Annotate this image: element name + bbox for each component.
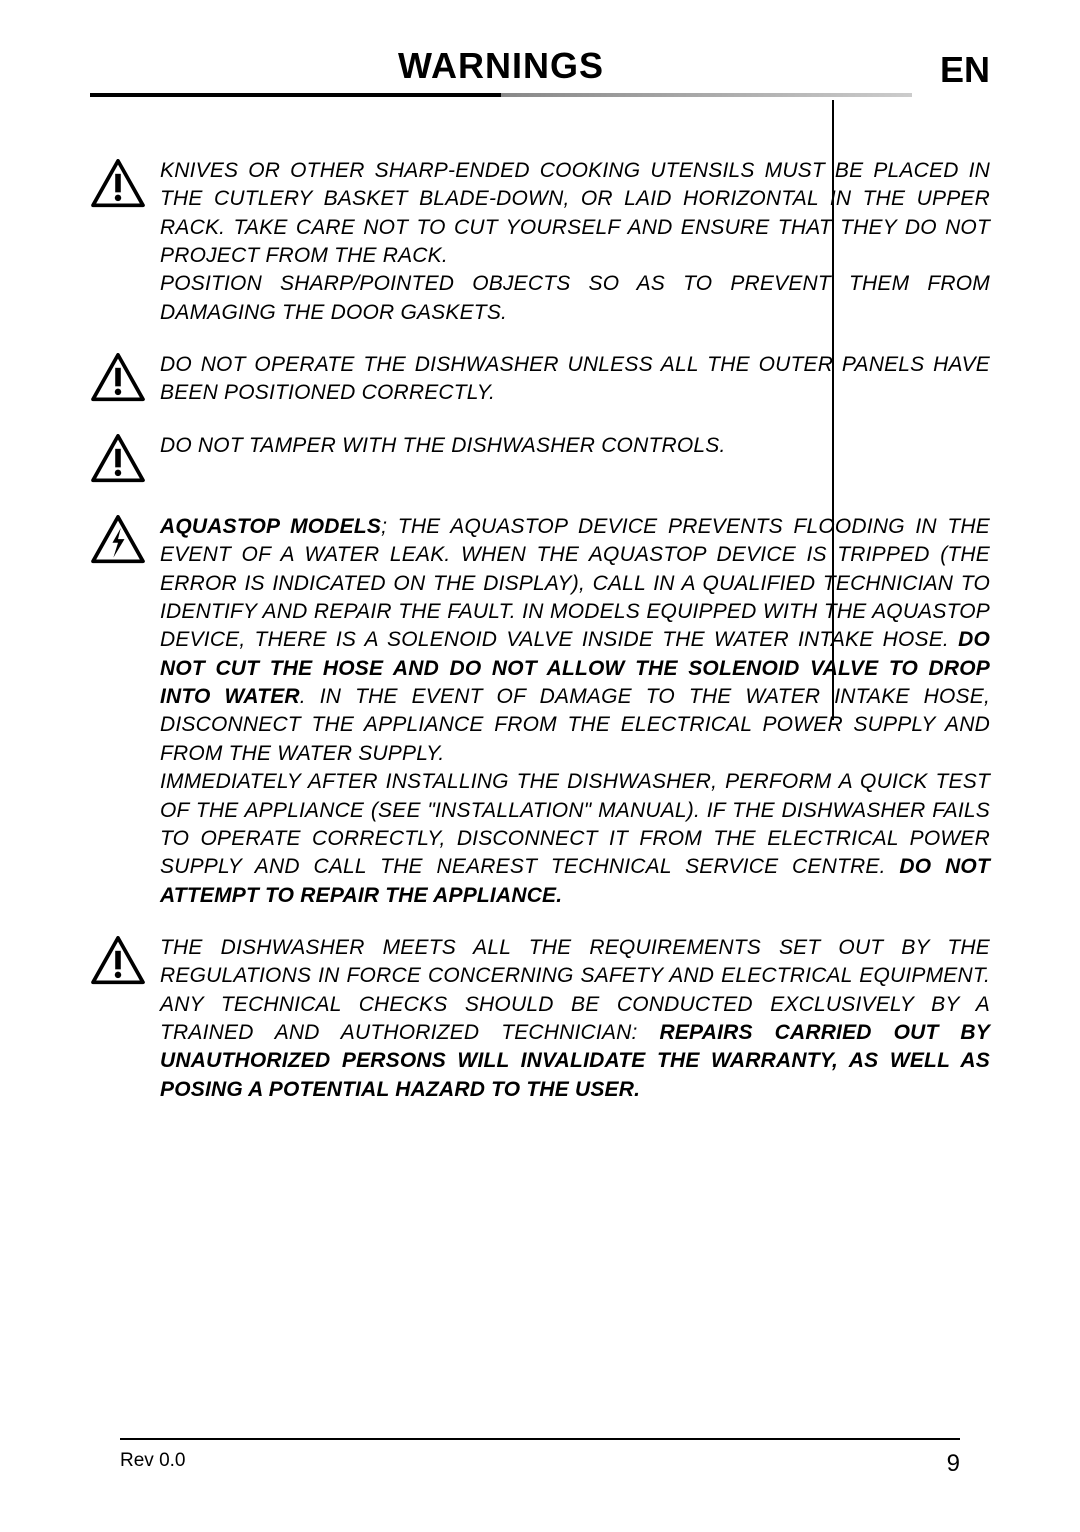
header-title: WARNINGS xyxy=(398,45,604,89)
warning-bolt-icon xyxy=(90,515,146,565)
header-lang: EN xyxy=(940,49,990,97)
warning-text-span: KNIVES OR OTHER SHARP-ENDED COOKING UTEN… xyxy=(160,159,990,267)
warning-text: THE DISHWASHER MEETS ALL THE REQUIREMENT… xyxy=(160,934,990,1104)
footer-row: Rev 0.0 9 xyxy=(120,1450,960,1478)
warning-text: DO NOT OPERATE THE DISHWASHER UNLESS ALL… xyxy=(160,351,990,408)
warning-exclaim-icon xyxy=(90,159,146,209)
warning-text-span: POSITION SHARP/POINTED OBJECTS SO AS TO … xyxy=(160,272,990,323)
warning-text-span: DO NOT OPERATE THE DISHWASHER UNLESS ALL… xyxy=(160,353,990,404)
page-footer: Rev 0.0 9 xyxy=(120,1438,960,1478)
warning-text-span: DO NOT TAMPER WITH THE DISHWASHER CONTRO… xyxy=(160,434,726,457)
warning-block: DO NOT OPERATE THE DISHWASHER UNLESS ALL… xyxy=(90,351,990,408)
warning-block: DO NOT TAMPER WITH THE DISHWASHER CONTRO… xyxy=(90,432,990,489)
warning-block: AQUASTOP MODELS; THE AQUASTOP DEVICE PRE… xyxy=(90,513,990,910)
warning-text-span: IMMEDIATELY AFTER INSTALLING THE DISHWAS… xyxy=(160,770,990,878)
warning-text-bold: AQUASTOP MODELS xyxy=(160,515,381,538)
warning-icon-wrap xyxy=(90,157,160,214)
header-title-wrap: WARNINGS xyxy=(90,45,912,97)
header-underline xyxy=(90,93,912,97)
warning-icon-wrap xyxy=(90,934,160,991)
warning-exclaim-icon xyxy=(90,353,146,403)
content-area: KNIVES OR OTHER SHARP-ENDED COOKING UTEN… xyxy=(90,157,990,1104)
footer-line xyxy=(120,1438,960,1440)
page-header: WARNINGS EN xyxy=(90,45,990,97)
warning-text: KNIVES OR OTHER SHARP-ENDED COOKING UTEN… xyxy=(160,157,990,327)
footer-page: 9 xyxy=(947,1450,960,1478)
warning-exclaim-icon xyxy=(90,434,146,484)
warning-icon-wrap xyxy=(90,351,160,408)
footer-rev: Rev 0.0 xyxy=(120,1450,185,1478)
vertical-divider xyxy=(832,100,834,720)
warning-block: THE DISHWASHER MEETS ALL THE REQUIREMENT… xyxy=(90,934,990,1104)
warning-icon-wrap xyxy=(90,513,160,570)
warning-exclaim-icon xyxy=(90,936,146,986)
warning-text: DO NOT TAMPER WITH THE DISHWASHER CONTRO… xyxy=(160,432,990,460)
warning-icon-wrap xyxy=(90,432,160,489)
warning-text: AQUASTOP MODELS; THE AQUASTOP DEVICE PRE… xyxy=(160,513,990,910)
warning-block: KNIVES OR OTHER SHARP-ENDED COOKING UTEN… xyxy=(90,157,990,327)
